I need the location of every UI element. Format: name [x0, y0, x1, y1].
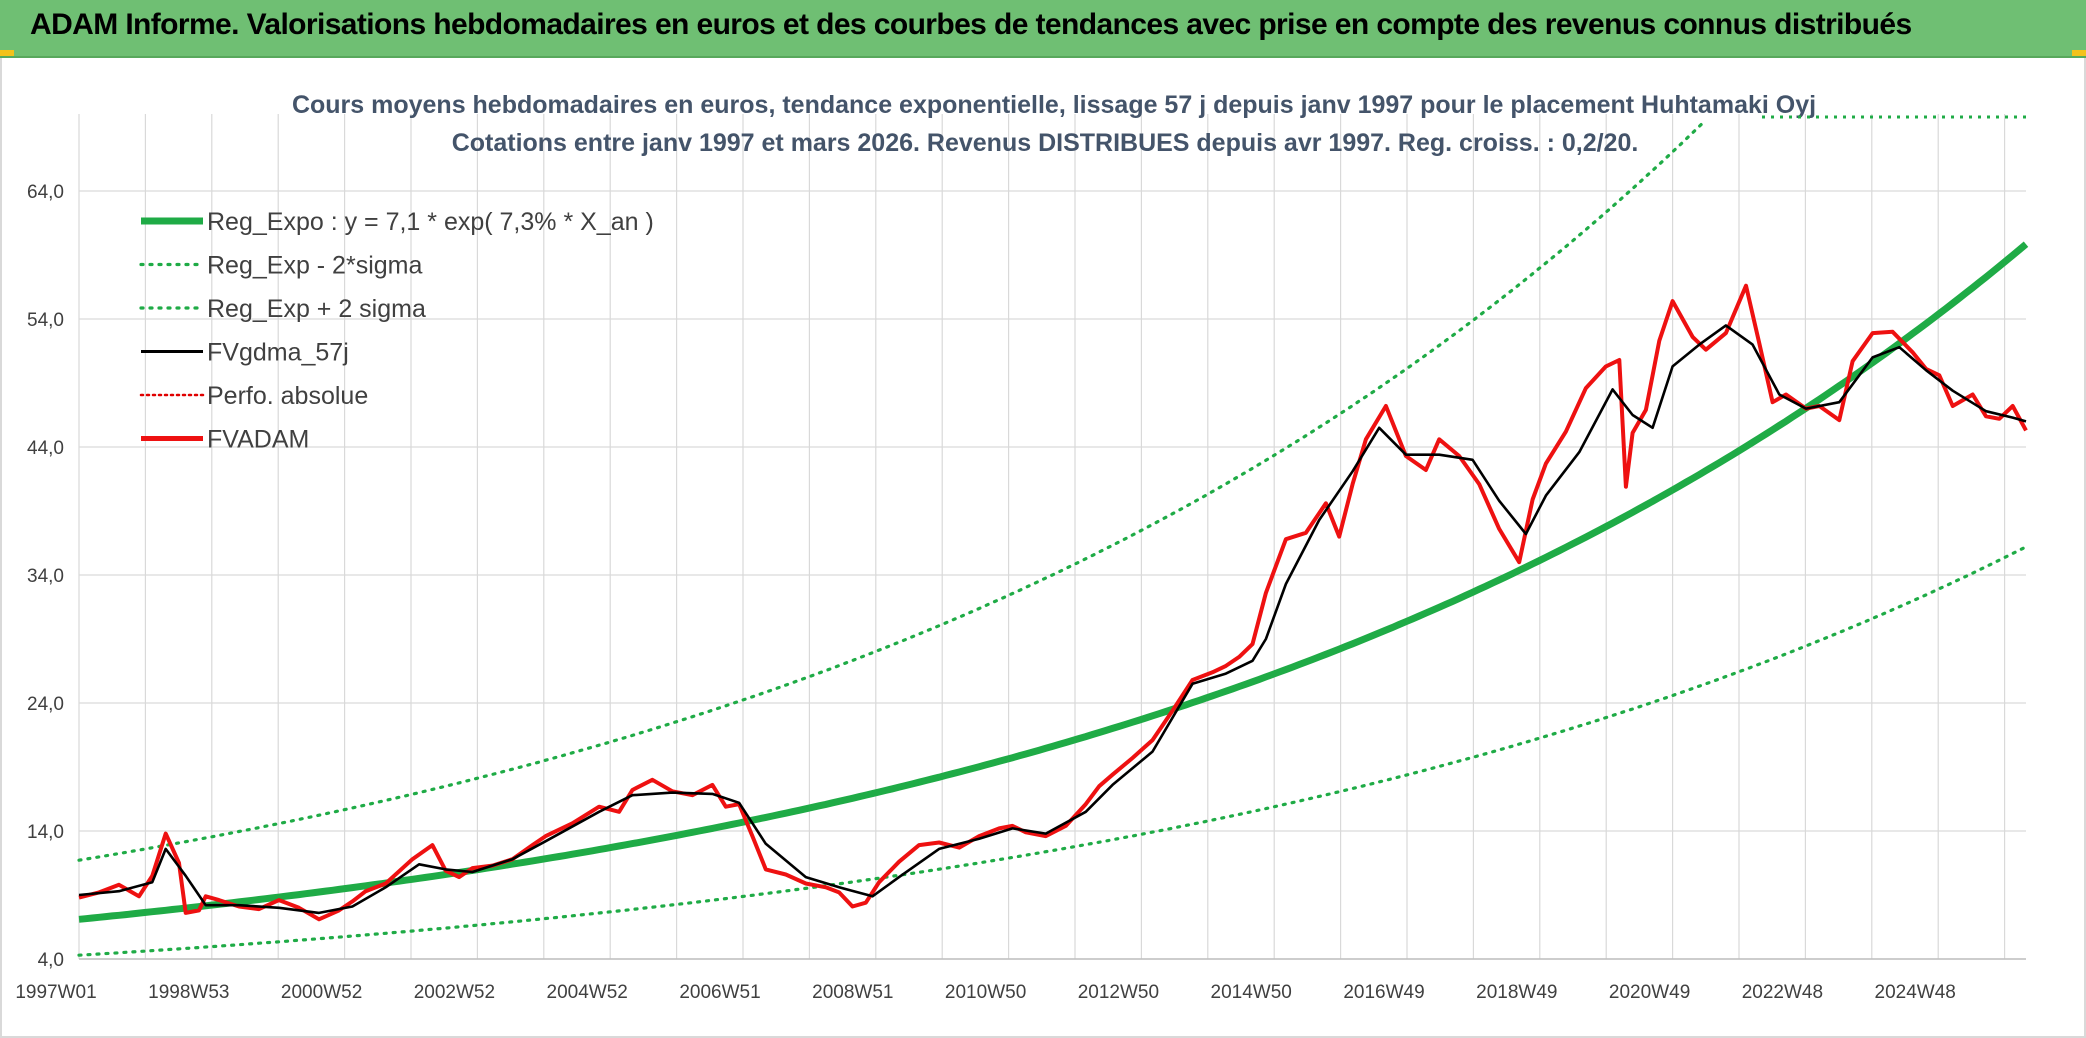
- trend-minus-2sigma-line: [77, 545, 2028, 957]
- header-right-accent: [2072, 50, 2086, 56]
- y-tick-label-0: 4,0: [38, 950, 64, 971]
- legend-label-3: FVgdma_57j: [207, 339, 349, 367]
- y-axis-labels: 4,0 14,0 24,0 34,0 44,0 54,0 64,0: [27, 182, 64, 971]
- x-tick-label-8: 2012W50: [1078, 982, 1159, 1003]
- fvgdma-57j-line: [78, 324, 2027, 915]
- x-tick-label-2: 2000W52: [281, 982, 362, 1003]
- header-left-accent: [0, 50, 14, 56]
- chart-title-line2: Cotations entre janv 1997 et mars 2026. …: [452, 129, 1639, 157]
- y-tick-label-2: 24,0: [27, 694, 64, 715]
- chart-frame: [0, 58, 2086, 1038]
- y-tick-label-4: 44,0: [27, 438, 64, 459]
- report-title: ADAM Informe. Valorisations hebdomadaire…: [30, 8, 1912, 41]
- x-tick-label-5: 2006W51: [679, 982, 760, 1003]
- legend-label-5: FVADAM: [207, 426, 309, 454]
- x-tick-label-14: 2024W48: [1875, 982, 1956, 1003]
- x-tick-label-9: 2014W50: [1211, 982, 1292, 1003]
- x-tick-label-3: 2002W52: [414, 982, 495, 1003]
- chart-legend: Reg_Expo : y = 7,1 * exp( 7,3% * X_an ) R…: [139, 208, 654, 454]
- y-tick-label-6: 64,0: [27, 182, 64, 203]
- y-tick-label-5: 54,0: [27, 310, 64, 331]
- x-axis-labels: 1997W01 1998W53 2000W52 2002W52 2004W52 2006W…: [15, 982, 1956, 1003]
- chart-title-line1: Cours moyens hebdomadaires en euros, ten…: [292, 91, 1816, 119]
- x-tick-label-4: 2004W52: [547, 982, 628, 1003]
- x-tick-label-1: 1998W53: [148, 982, 229, 1003]
- report-header: ADAM Informe. Valorisations hebdomadaire…: [0, 0, 2086, 58]
- x-tick-label-12: 2020W49: [1609, 982, 1690, 1003]
- legend-label-1: Reg_Exp - 2*sigma: [207, 252, 422, 280]
- x-tick-label-11: 2018W49: [1476, 982, 1557, 1003]
- x-tick-label-0: 1997W01: [15, 982, 96, 1003]
- x-tick-label-6: 2008W51: [812, 982, 893, 1003]
- series-layer: [77, 118, 2029, 957]
- y-tick-label-1: 14,0: [27, 822, 64, 843]
- fvadam-line: [78, 283, 2028, 922]
- y-tick-label-3: 34,0: [27, 566, 64, 587]
- x-tick-label-10: 2016W49: [1343, 982, 1424, 1003]
- legend-label-4: Perfo. absolue: [207, 382, 368, 410]
- legend-label-2: Reg_Exp + 2 sigma: [207, 295, 426, 323]
- trend-expo-line: [78, 241, 2029, 923]
- x-tick-label-13: 2022W48: [1742, 982, 1823, 1003]
- grid-lines: [78, 114, 2026, 960]
- legend-label-0: Reg_Expo : y = 7,1 * exp( 7,3% * X_an ): [207, 208, 654, 236]
- x-tick-label-7: 2010W50: [945, 982, 1026, 1003]
